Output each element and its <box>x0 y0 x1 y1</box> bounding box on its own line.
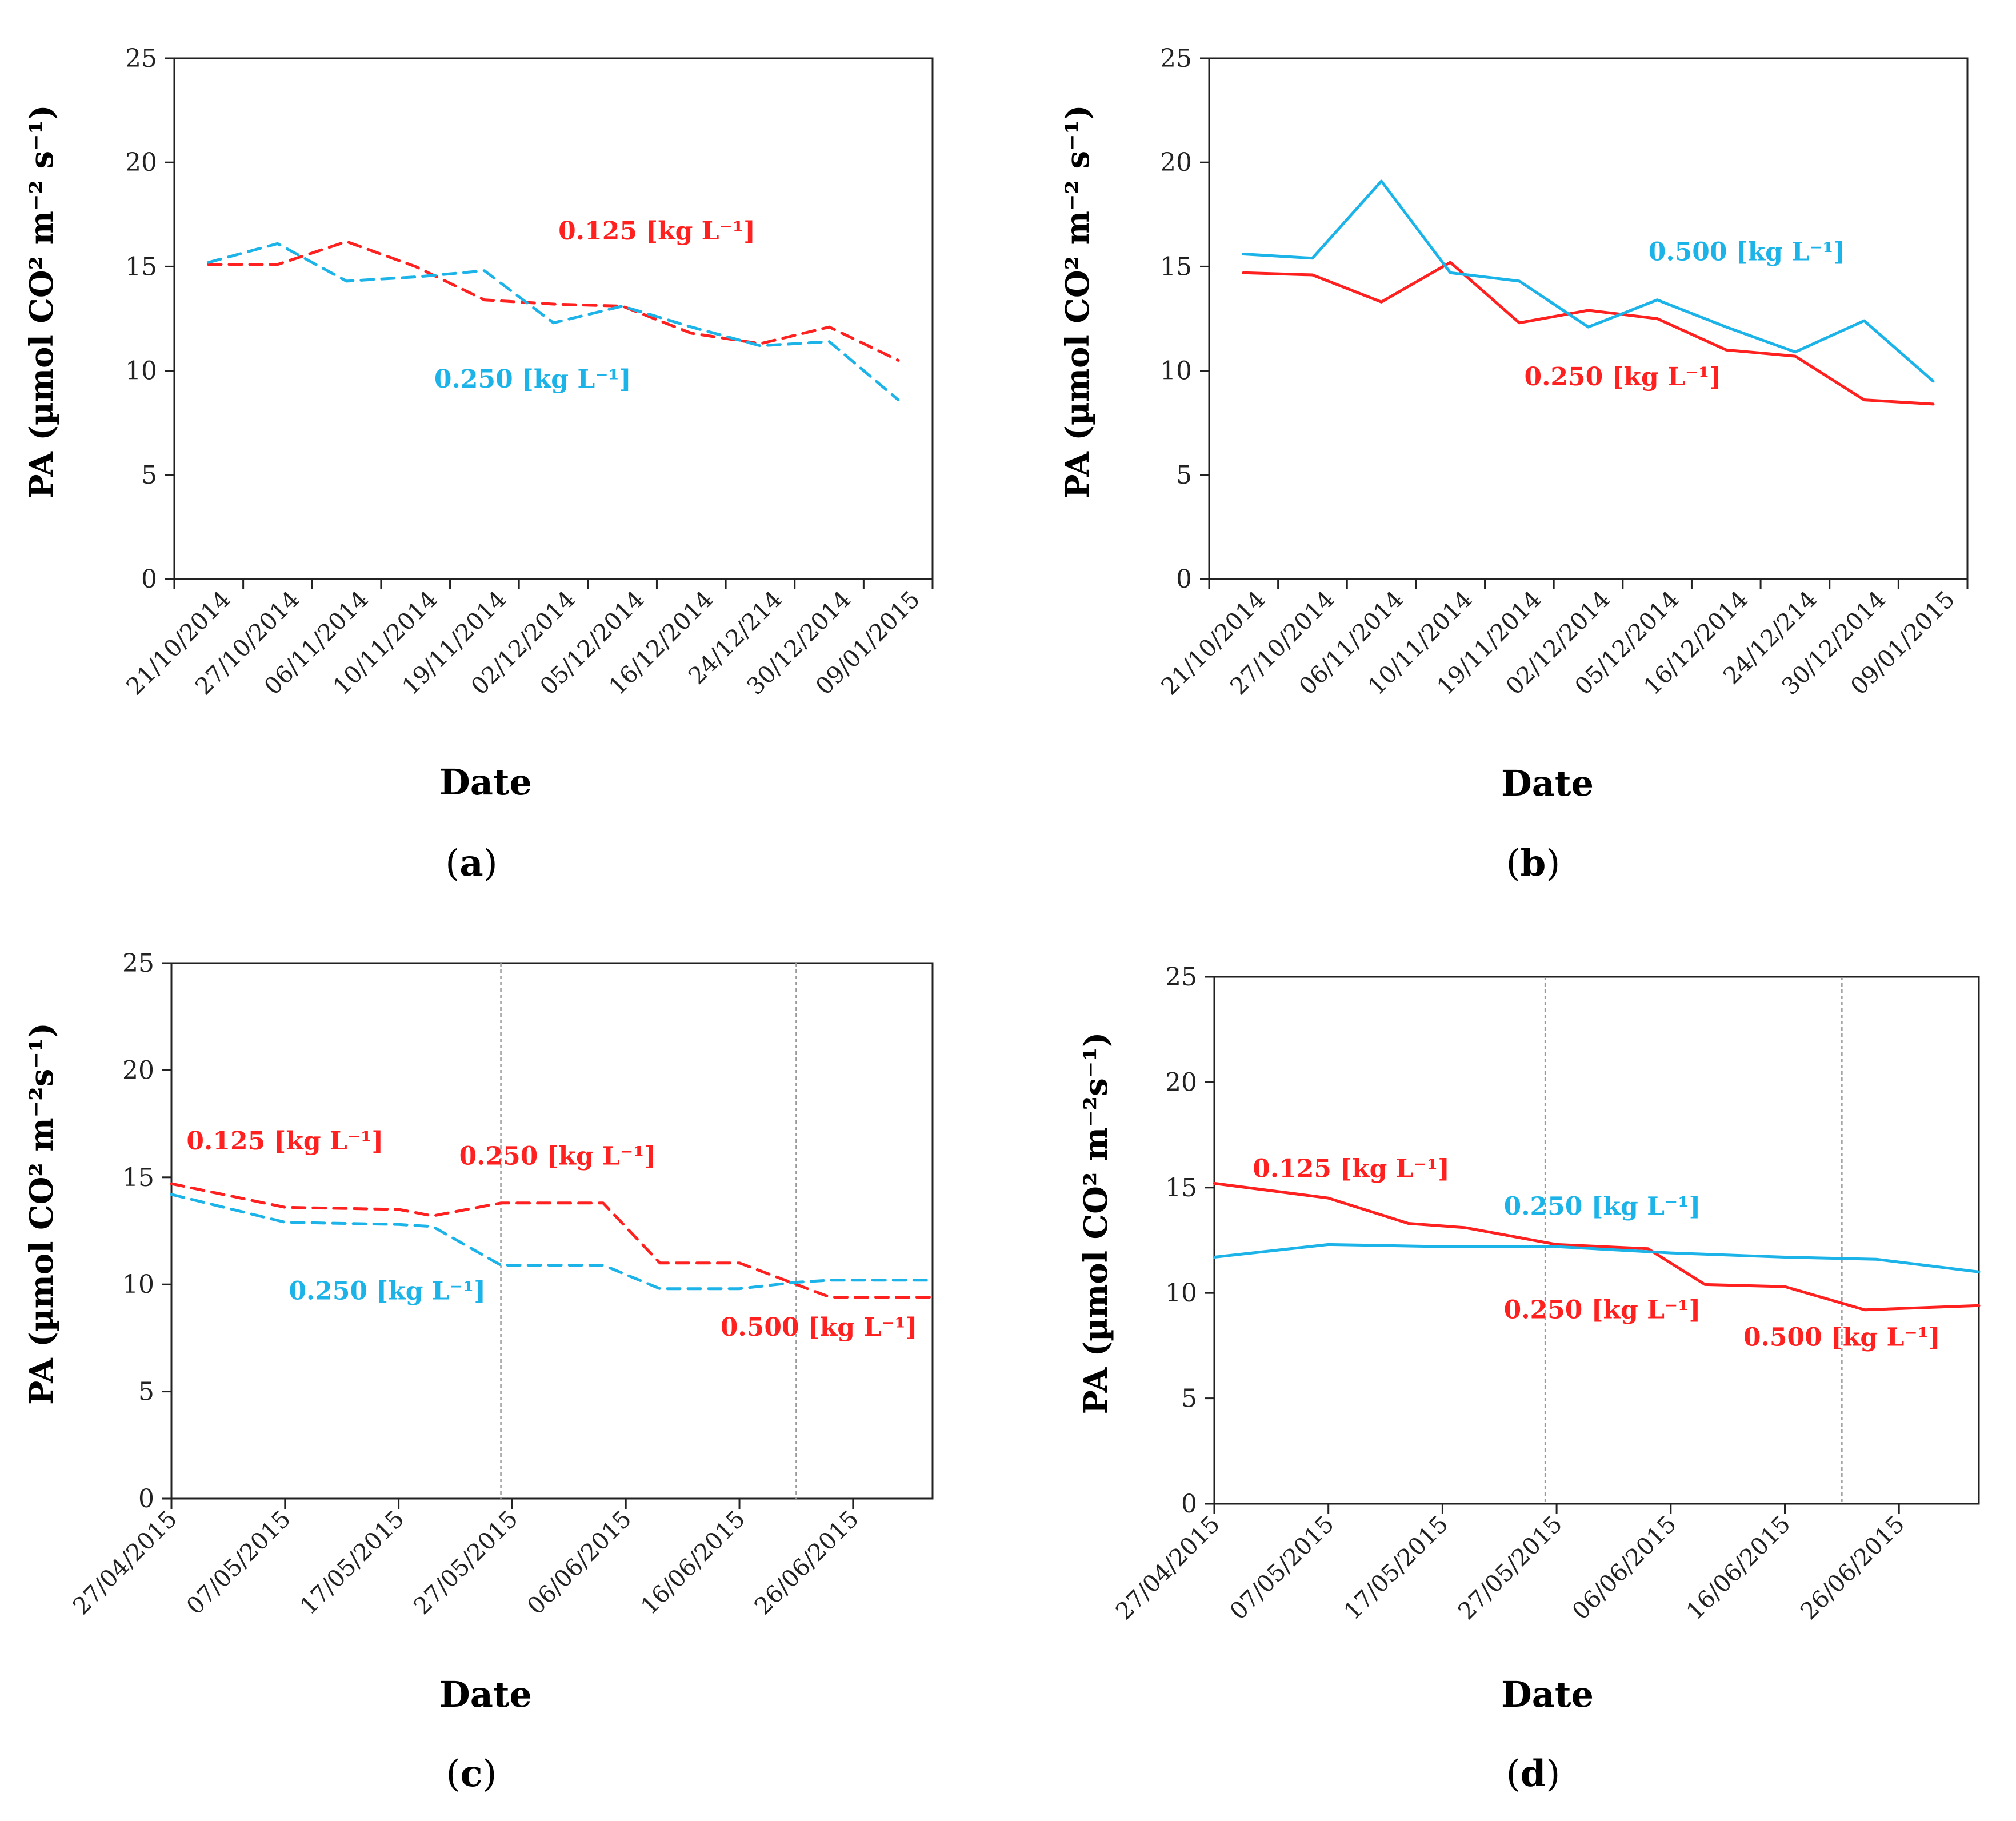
x-axis-title: Date <box>1501 1674 1594 1715</box>
series-annotation: 0.125 [kg L⁻¹] <box>1253 1154 1450 1183</box>
x-tick-label: 06/06/2015 <box>1567 1510 1682 1625</box>
chart-panel-c: 0 5 10 15 20 25 27/04/201507/05/201517/05/2015… <box>23 949 934 1795</box>
caption-letter: b <box>1521 842 1546 885</box>
series-line-blue <box>170 1193 934 1291</box>
chart-panel-b: 051015202521/10/201427/10/201406/11/2014… <box>1059 44 1969 885</box>
series-line-red <box>207 240 900 362</box>
y-tick-label: 15 <box>122 1163 154 1192</box>
series-line-blue <box>1213 1243 1981 1273</box>
y-tick-label: 10 <box>1165 1279 1197 1308</box>
x-tick-label: 26/06/2015 <box>749 1505 864 1620</box>
panel-caption: (a) <box>445 842 497 885</box>
caption-letter: d <box>1521 1752 1546 1795</box>
y-tick-label: 25 <box>1160 44 1192 73</box>
y-tick-label: 20 <box>125 148 157 177</box>
plot-frame <box>173 57 934 580</box>
y-tick-label: 20 <box>122 1056 154 1085</box>
y-tick-label: 25 <box>122 949 154 978</box>
plot-frame <box>1208 57 1969 580</box>
series-annotation: 0.250 [kg L⁻¹] <box>1504 1295 1701 1324</box>
caption-open-paren: ( <box>445 842 459 885</box>
y-axis-title: PA (µmol CO² m⁻² s⁻¹) <box>23 105 61 498</box>
caption-close-paren: ) <box>1546 842 1560 885</box>
y-tick-label: 0 <box>141 565 157 594</box>
series-line-red <box>1242 261 1935 406</box>
y-tick-label: 20 <box>1165 1068 1197 1097</box>
series-annotation: 0.500 [kg L⁻¹] <box>1649 237 1846 266</box>
series-line-red <box>1213 1181 1981 1312</box>
series-annotation: 0.125 [kg L⁻¹] <box>558 217 755 246</box>
x-tick-label: 16/06/2015 <box>1681 1510 1796 1625</box>
y-tick-label: 5 <box>1181 1384 1197 1413</box>
series-line-blue <box>207 242 900 402</box>
series-annotation: 0.250 [kg L⁻¹] <box>1524 362 1721 392</box>
caption-close-paren: ) <box>483 842 498 885</box>
x-tick-label: 06/06/2015 <box>522 1505 637 1620</box>
y-tick-label: 25 <box>125 44 157 73</box>
y-tick-label: 15 <box>125 252 157 281</box>
y-tick-label: 10 <box>122 1270 154 1299</box>
panel-caption: (d) <box>1506 1752 1561 1795</box>
series-annotation: 0.250 [kg L⁻¹] <box>1504 1192 1701 1221</box>
series-annotation: 0.500 [kg L⁻¹] <box>1743 1323 1941 1352</box>
y-tick-label: 0 <box>1176 565 1192 594</box>
x-tick-label: 07/05/2015 <box>1225 1510 1339 1625</box>
plot-frame <box>1213 976 1980 1505</box>
y-tick-label: 10 <box>1160 357 1192 386</box>
x-axis-title: Date <box>1501 762 1594 804</box>
series-line-red <box>170 1182 934 1299</box>
series-line-blue <box>1242 179 1935 383</box>
y-tick-label: 0 <box>138 1484 154 1513</box>
x-axis-title: Date <box>439 1674 532 1715</box>
caption-open-paren: ( <box>446 1753 461 1795</box>
y-tick-label: 5 <box>1176 461 1192 490</box>
y-tick-label: 10 <box>125 357 157 386</box>
x-tick-label: 27/05/2015 <box>1453 1510 1567 1625</box>
caption-close-paren: ) <box>482 1753 497 1795</box>
y-tick-label: 25 <box>1165 963 1197 992</box>
caption-letter: c <box>461 1752 483 1795</box>
y-tick-label: 5 <box>138 1377 154 1407</box>
y-axis-title: PA (µmol CO² m⁻² s⁻¹) <box>1059 105 1097 498</box>
y-tick-label: 20 <box>1160 148 1192 177</box>
chart-panel-a: 051015202521/10/201427/10/201406/11/2014… <box>23 44 934 885</box>
series-annotation: 0.500 [kg L⁻¹] <box>721 1313 918 1342</box>
x-tick-label: 16/06/2015 <box>635 1505 750 1620</box>
y-tick-label: 15 <box>1165 1173 1197 1203</box>
series-annotation: 0.125 [kg L⁻¹] <box>186 1127 383 1156</box>
caption-letter: a <box>459 842 483 885</box>
x-axis-title: Date <box>439 761 532 803</box>
series-annotation: 0.250 [kg L⁻¹] <box>289 1276 486 1305</box>
caption-open-paren: ( <box>1506 842 1521 885</box>
plot-frame <box>170 962 934 1500</box>
x-tick-label: 17/05/2015 <box>1338 1510 1453 1625</box>
x-tick-label: 26/06/2015 <box>1795 1510 1910 1625</box>
x-tick-label: 07/05/2015 <box>181 1505 296 1620</box>
caption-close-paren: ) <box>1546 1753 1560 1795</box>
y-axis-title: PA (µmol CO² m⁻²s⁻¹) <box>1077 1032 1115 1415</box>
chart-panel-d: 0 5 10 15 20 25 27/04/201507/05/201517/05/2015… <box>1077 963 1981 1795</box>
x-tick-label: 17/05/2015 <box>295 1505 410 1620</box>
caption-open-paren: ( <box>1506 1753 1521 1795</box>
y-axis-title: PA (µmol CO² m⁻²s⁻¹) <box>23 1023 61 1405</box>
panel-caption: (c) <box>446 1752 497 1795</box>
x-tick-label: 27/05/2015 <box>408 1505 523 1620</box>
series-annotation: 0.250 [kg L⁻¹] <box>434 365 631 394</box>
x-tick-label: 27/04/2015 <box>67 1505 182 1620</box>
y-tick-label: 0 <box>1181 1489 1197 1519</box>
panel-caption: (b) <box>1506 842 1561 885</box>
x-tick-label: 27/04/2015 <box>1110 1510 1225 1625</box>
series-annotation: 0.250 [kg L⁻¹] <box>459 1141 657 1171</box>
y-tick-label: 15 <box>1160 252 1192 281</box>
y-tick-label: 5 <box>141 461 157 490</box>
